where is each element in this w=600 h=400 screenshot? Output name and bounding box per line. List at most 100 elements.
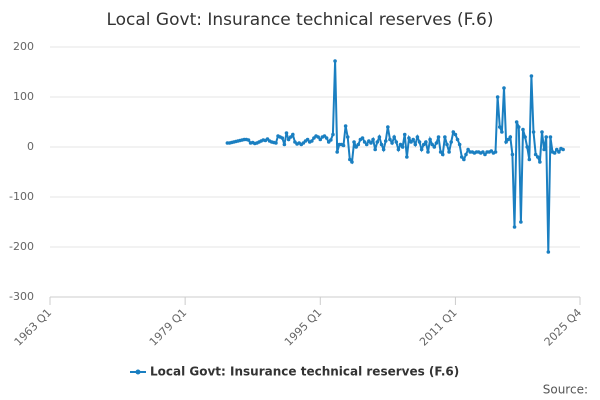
point: [392, 135, 396, 139]
point: [516, 125, 521, 129]
point: [352, 140, 356, 144]
point: [531, 130, 536, 134]
point: [413, 142, 418, 147]
point: [438, 150, 443, 154]
point: [324, 136, 329, 140]
point: [540, 130, 544, 134]
point: [341, 143, 346, 148]
y-tick-label: -300: [9, 290, 34, 303]
point: [533, 152, 538, 157]
x-tick-label: 1979 Q1: [147, 306, 190, 349]
point: [449, 140, 453, 144]
point: [432, 145, 437, 149]
y-tick-label: 100: [13, 90, 34, 103]
point: [502, 86, 506, 90]
point: [430, 142, 434, 147]
point: [542, 147, 546, 152]
point: [527, 157, 532, 162]
point: [288, 135, 293, 139]
chart-title: Local Govt: Insurance technical reserves…: [106, 10, 493, 30]
point: [402, 132, 407, 137]
point: [445, 142, 449, 147]
legend-symbol: [135, 369, 141, 375]
point: [305, 137, 310, 142]
point: [510, 152, 515, 157]
point: [508, 135, 513, 139]
point: [350, 160, 354, 164]
y-tick-label: 0: [27, 140, 34, 153]
point: [546, 250, 551, 254]
point: [514, 120, 519, 124]
point: [348, 157, 352, 162]
point: [495, 95, 500, 99]
point: [291, 132, 295, 137]
x-tick-label: 2011 Q1: [417, 306, 460, 349]
point: [390, 141, 394, 145]
point: [529, 74, 534, 78]
point: [548, 135, 553, 139]
point: [451, 130, 456, 134]
point: [561, 147, 565, 152]
point: [447, 150, 451, 154]
y-tick-label: -100: [9, 190, 34, 203]
point: [409, 140, 413, 144]
point: [360, 136, 365, 140]
series-line: [227, 60, 564, 253]
point: [504, 140, 508, 144]
point: [396, 147, 401, 152]
point: [282, 142, 287, 147]
point: [415, 135, 420, 139]
x-tick-label: 1995 Q1: [282, 306, 325, 349]
point: [421, 142, 426, 147]
point: [512, 225, 517, 229]
point: [500, 130, 504, 134]
point: [333, 59, 337, 63]
point: [459, 155, 464, 159]
point: [493, 150, 498, 154]
point: [280, 136, 285, 140]
point: [434, 141, 439, 145]
point: [419, 147, 424, 152]
point: [521, 127, 525, 132]
point: [483, 152, 487, 157]
point: [436, 135, 441, 139]
point: [286, 137, 291, 142]
point: [466, 147, 470, 152]
point: [481, 150, 485, 154]
point: [331, 132, 335, 137]
point: [417, 140, 422, 144]
point: [428, 137, 432, 142]
point: [519, 220, 523, 224]
point: [369, 141, 373, 145]
point: [535, 155, 540, 159]
point: [457, 142, 462, 147]
point: [371, 137, 375, 142]
point: [523, 135, 527, 139]
point: [426, 150, 430, 154]
point: [316, 135, 320, 139]
point: [411, 137, 415, 142]
point: [557, 150, 561, 154]
y-tick-label: 200: [13, 40, 34, 53]
point: [345, 135, 350, 139]
point: [554, 147, 559, 152]
point: [453, 132, 458, 137]
point: [386, 125, 390, 129]
point: [400, 145, 405, 149]
point: [375, 140, 380, 144]
x-tick-label: 2025 Q4: [542, 306, 585, 349]
point: [455, 137, 460, 142]
x-tick-label: 1963 Q1: [12, 306, 55, 349]
point: [381, 147, 386, 152]
point: [373, 147, 377, 152]
source: Source:: [543, 383, 588, 397]
point: [335, 150, 339, 154]
point: [525, 145, 530, 149]
point: [398, 142, 403, 147]
point: [544, 135, 549, 139]
point: [356, 142, 361, 147]
point: [405, 155, 409, 159]
point: [364, 142, 369, 147]
point: [343, 124, 348, 128]
